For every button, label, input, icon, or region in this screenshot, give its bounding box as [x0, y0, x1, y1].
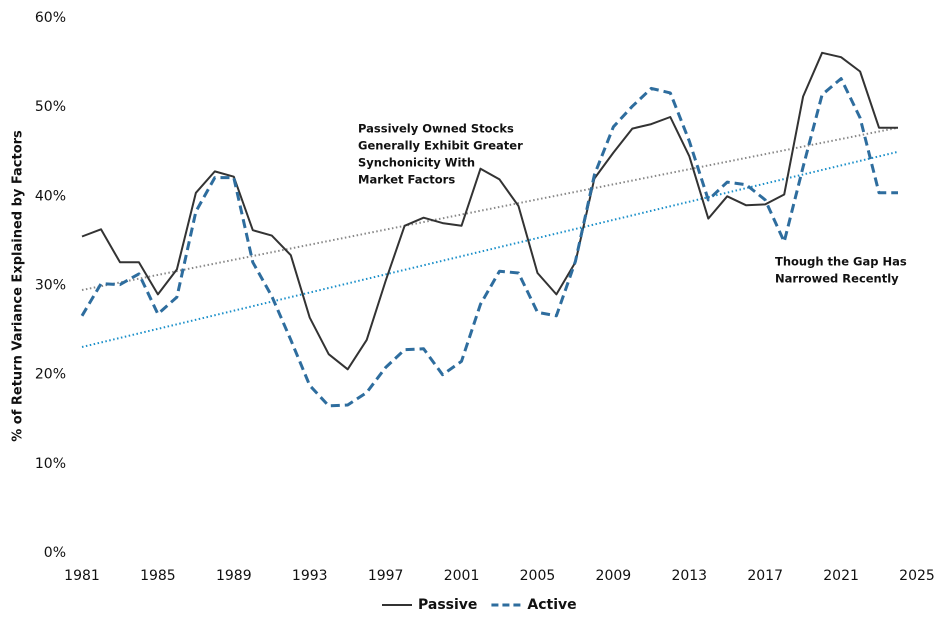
y-tick-label: 30%: [35, 278, 66, 294]
x-tick-label: 2009: [596, 568, 632, 584]
x-tick-label: 1985: [140, 568, 176, 584]
y-tick-label: 10%: [35, 456, 66, 472]
x-tick-label: 1993: [292, 568, 328, 584]
trend-line: [81, 126, 899, 291]
x-tick-label: 2025: [899, 568, 935, 584]
x-tick-label: 2013: [671, 568, 707, 584]
annotation: Synchonicity With: [358, 156, 475, 170]
y-tick-label: 40%: [35, 188, 66, 204]
x-tick-label: 2005: [520, 568, 556, 584]
y-tick-label: 0%: [44, 545, 66, 561]
series-line: [80, 77, 898, 408]
trend-line: [81, 150, 899, 348]
y-axis-label: % of Return Variance Explained by Factor…: [11, 130, 26, 442]
x-tick-label: 1989: [216, 568, 252, 584]
y-tick-label: 20%: [35, 367, 66, 383]
y-tick-label: 60%: [35, 10, 66, 26]
x-tick-label: 1981: [64, 568, 100, 584]
series-line: [81, 51, 898, 371]
legend-label: Passive: [418, 597, 477, 613]
annotation: Passively Owned Stocks: [358, 122, 514, 136]
x-tick-label: 2001: [444, 568, 480, 584]
y-tick-label: 50%: [35, 99, 66, 115]
annotation: Market Factors: [358, 173, 455, 187]
x-tick-label: 1997: [368, 568, 404, 584]
legend-label: Active: [527, 597, 576, 613]
annotation: Generally Exhibit Greater: [358, 139, 523, 153]
annotation: Though the Gap Has: [775, 255, 907, 269]
x-tick-label: 2021: [823, 568, 859, 584]
x-tick-label: 2017: [747, 568, 783, 584]
annotation: Narrowed Recently: [775, 272, 899, 286]
